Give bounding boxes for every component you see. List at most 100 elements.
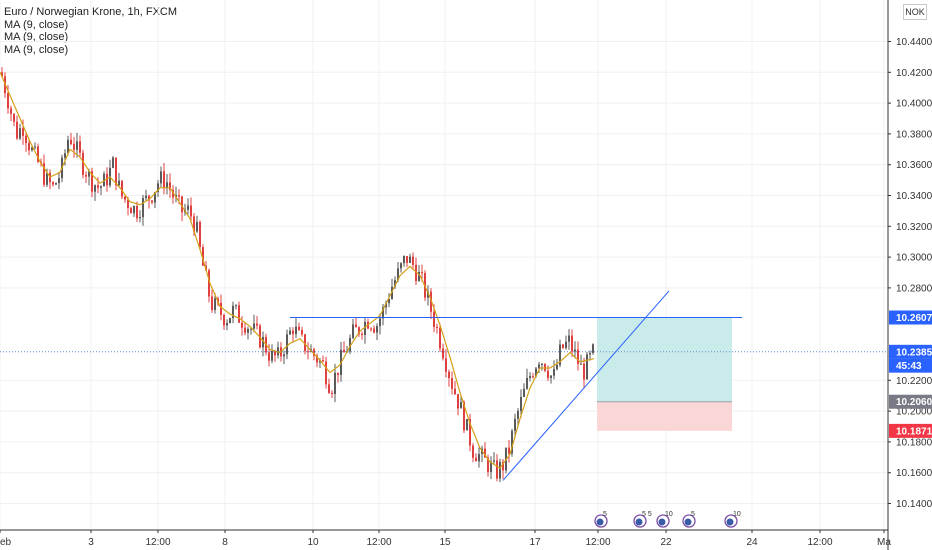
candle-body — [226, 322, 228, 326]
legend-indicator-2[interactable]: MA (9, close) — [4, 31, 69, 43]
candle-body — [295, 326, 297, 335]
price-tick-label: 10.32000 — [896, 222, 932, 233]
candle-body — [193, 216, 195, 232]
drawings[interactable] — [0, 290, 888, 481]
candle-body — [526, 377, 528, 389]
candle-body — [220, 302, 222, 315]
candle-body — [283, 354, 285, 357]
candle-body — [436, 326, 438, 328]
time-tick-label: 10 — [307, 537, 319, 548]
candle-body — [592, 344, 594, 353]
candle-body — [463, 402, 465, 431]
time-tick-label: 12:00 — [145, 537, 170, 548]
candle-body — [232, 305, 234, 318]
price-tick-label: 10.44000 — [896, 37, 932, 48]
candle-body — [502, 461, 504, 471]
event-marker[interactable]: 5 5 — [633, 511, 652, 528]
candle-body — [202, 247, 204, 266]
candle-body — [268, 352, 270, 361]
event-label: 5 — [691, 511, 695, 518]
event-marker[interactable]: 5 — [682, 511, 696, 528]
price-tick-label: 10.42000 — [896, 68, 932, 79]
candle-body — [262, 336, 264, 348]
time-tick-label: 8 — [222, 537, 228, 548]
event-marker[interactable]: 10 — [724, 511, 741, 528]
candle-body — [97, 185, 99, 188]
price-tick-label: 10.38000 — [896, 129, 932, 140]
candle-body — [58, 178, 60, 184]
trend-line — [502, 290, 670, 481]
event-marker[interactable]: 5 — [594, 511, 608, 528]
candles — [1, 67, 594, 483]
candle-body — [469, 419, 471, 446]
candle-body — [157, 183, 159, 193]
price-tag — [889, 310, 932, 325]
candle-body — [421, 272, 423, 274]
candle-body — [55, 183, 57, 185]
candle-body — [142, 198, 144, 218]
time-tick-label: 12:00 — [807, 537, 832, 548]
candle-body — [406, 255, 408, 263]
price-axis[interactable]: 10.44000 10.42000 10.40000 10.38000 10.36000… — [887, 0, 932, 550]
time-tick-label: Ma — [877, 537, 891, 548]
candle-body — [247, 328, 249, 333]
candle-body — [163, 171, 165, 189]
candle-body — [145, 195, 147, 199]
price-tick-label: 10.22000 — [896, 376, 932, 387]
candle-body — [178, 195, 180, 197]
candle-body — [337, 372, 339, 375]
candle-body — [169, 182, 171, 190]
price-tag — [889, 423, 932, 438]
price-tick-label: 10.14000 — [896, 499, 932, 510]
candle-body — [139, 217, 141, 219]
time-axis[interactable]: eb 3 12:00 8 10 12:00 15 17 12:00 22 24 12:00 Ma — [0, 529, 891, 548]
event-marker[interactable]: 10 — [656, 511, 673, 528]
candle-body — [397, 268, 399, 281]
position-zones[interactable] — [597, 317, 732, 431]
candle-body — [85, 174, 87, 177]
event-dot — [684, 518, 692, 526]
candle-body — [442, 348, 444, 359]
event-dot — [726, 518, 734, 526]
candle-body — [100, 186, 102, 188]
candle-body — [523, 388, 525, 397]
candle-body — [418, 272, 420, 281]
candle-body — [349, 337, 351, 352]
candle-body — [10, 108, 12, 114]
candle-body — [538, 364, 540, 369]
candle-body — [82, 152, 84, 175]
candle-body — [334, 372, 336, 394]
legend-indicator-3[interactable]: MA (9, close) — [4, 43, 69, 56]
candle-body — [121, 180, 123, 197]
candle-body — [577, 349, 579, 364]
event-markers[interactable]: 5 5 5 10 5 10 — [594, 511, 741, 528]
candle-body — [160, 171, 162, 184]
candle-body — [559, 344, 561, 365]
candle-body — [244, 327, 246, 333]
candle-body — [400, 263, 402, 269]
price-tick-label: 10.40000 — [896, 99, 932, 110]
candle-body — [535, 368, 537, 377]
moving-average — [0, 72, 595, 469]
candle-body — [508, 447, 510, 454]
price-tick-label: 10.28000 — [896, 283, 932, 294]
candle-body — [64, 153, 66, 158]
candle-body — [322, 360, 324, 362]
candle-body — [181, 196, 183, 213]
candle-body — [355, 324, 357, 328]
currency-button[interactable]: NOK — [903, 4, 927, 20]
candle-body — [319, 360, 321, 363]
legend-indicator-1[interactable]: MA (9, close) — [4, 18, 69, 31]
candle-body — [544, 363, 546, 371]
candle-body — [214, 298, 216, 311]
loss-zone — [597, 401, 732, 431]
candle-body — [496, 460, 498, 479]
price-tick-label: 10.18000 — [896, 437, 932, 448]
candle-body — [589, 352, 591, 355]
candle-body — [466, 419, 468, 431]
candle-body — [550, 375, 552, 379]
candle-body — [328, 384, 330, 393]
price-tag-label: 10.26077 — [896, 313, 932, 324]
candle-body — [103, 173, 105, 187]
